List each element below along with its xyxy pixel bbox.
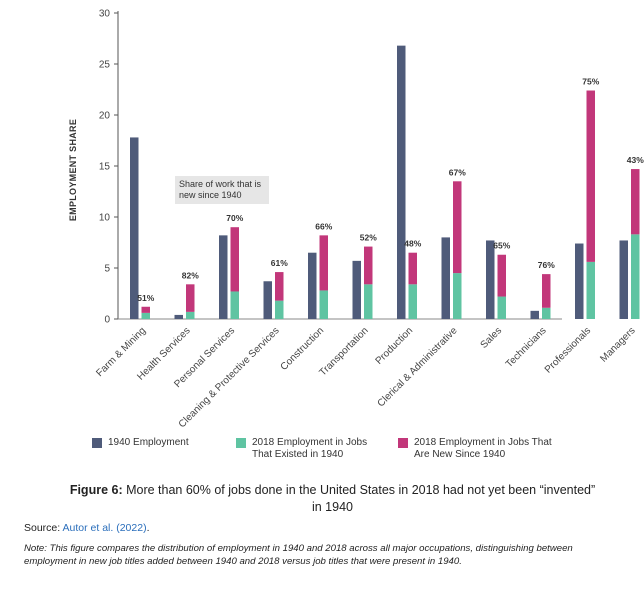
bar-2018-new (364, 246, 373, 285)
caption-line2: in 1940 (311, 500, 353, 514)
bar-2018-existed (141, 312, 150, 319)
data-label-new-share: 75% (582, 77, 599, 87)
bar-2018-new (497, 254, 506, 297)
bar-1940 (174, 314, 183, 319)
x-tick-label: Clerical & Administrative (376, 325, 460, 409)
bar-2018-existed (319, 290, 328, 319)
figure-label: Figure 6: (69, 483, 123, 497)
x-tick-label: Technicians (504, 325, 549, 370)
bar-2018-existed (542, 307, 551, 319)
data-labels: 51% 82% 70% 61% 66% 52% 48% 67% 65% 76% 75% 43% (137, 77, 644, 303)
bar-2018-new (186, 284, 195, 312)
bar-1940 (263, 281, 272, 319)
x-tick-label: Cleaning & Protective Services (177, 325, 282, 430)
legend-swatch-1940 (92, 438, 102, 448)
bar-2018-new (453, 181, 462, 274)
legend-label-existed-line1: 2018 Employment in Jobs (252, 437, 368, 448)
legend: 1940 Employment 2018 Employment in Jobs … (0, 437, 644, 471)
bar-1940 (575, 243, 584, 319)
employment-share-chart: EMPLOYMENT SHARE 0 5 10 15 20 25 30 51% 82% 70% 6… (68, 9, 644, 431)
source-prefix: Source: (24, 522, 63, 534)
data-label-new-share: 70% (226, 213, 243, 223)
bar-2018-existed (230, 291, 239, 319)
bar-1940 (486, 240, 495, 319)
bar-2018-new (319, 235, 328, 291)
data-label-new-share: 76% (538, 260, 555, 270)
x-tick-label: Professionals (543, 325, 593, 375)
annotation-box: Share of work that is new since 1940 (175, 176, 269, 204)
bar-1940 (441, 237, 450, 319)
bar-2018-new (230, 227, 239, 292)
figure-note: Note: This figure compares the distribut… (24, 543, 573, 567)
bar-2018-new (631, 169, 640, 235)
bars (130, 45, 640, 319)
data-label-new-share: 65% (493, 241, 510, 251)
y-tick-label: 25 (99, 60, 111, 71)
data-label-new-share: 51% (137, 293, 154, 303)
bar-2018-existed (364, 284, 373, 319)
bar-1940 (219, 235, 228, 319)
legend-label-new: 2018 Employment in Jobs That Are New Sin… (414, 437, 552, 461)
x-tick-label: Sales (479, 325, 504, 350)
data-label-new-share: 52% (360, 233, 377, 243)
y-tick-label: 10 (99, 213, 111, 224)
bar-1940 (352, 260, 361, 319)
legend-item-new: 2018 Employment in Jobs That Are New Sin… (398, 437, 552, 461)
y-tick-label: 0 (104, 315, 110, 326)
legend-label-existed: 2018 Employment in Jobs That Existed in … (252, 437, 367, 461)
bar-2018-existed (453, 273, 462, 319)
bar-1940 (530, 310, 539, 319)
bar-2018-new (586, 90, 595, 262)
bar-2018-existed (408, 284, 417, 319)
legend-item-1940: 1940 Employment (92, 437, 189, 449)
y-tick-label: 20 (99, 111, 111, 122)
bar-2018-new (408, 252, 417, 285)
y-axis-label: EMPLOYMENT SHARE (68, 119, 78, 221)
data-label-new-share: 67% (449, 167, 466, 177)
legend-label-new-line1: 2018 Employment in Jobs That (414, 437, 552, 448)
data-label-new-share: 43% (627, 155, 644, 165)
bar-1940 (308, 252, 317, 319)
y-tick-label: 15 (99, 162, 111, 173)
bar-2018-existed (586, 261, 595, 319)
legend-swatch-new (398, 438, 408, 448)
source-suffix: . (146, 522, 150, 534)
bar-2018-existed (275, 300, 284, 319)
data-label-new-share: 48% (404, 239, 421, 249)
y-tick-label: 30 (99, 9, 111, 20)
y-tick-label: 5 (104, 264, 110, 275)
legend-label-1940: 1940 Employment (108, 437, 189, 448)
source-link[interactable]: Autor et al. (2022) (62, 522, 147, 534)
bar-1940 (619, 240, 628, 319)
legend-item-existed: 2018 Employment in Jobs That Existed in … (236, 437, 367, 461)
x-tick-label: Managers (598, 325, 637, 364)
bar-2018-existed (186, 311, 195, 319)
x-tick-label: Construction (279, 325, 326, 372)
bar-2018-existed (631, 234, 640, 319)
source-line: Source: Autor et al. (2022). (24, 522, 150, 534)
figure-caption: Figure 6: More than 60% of jobs done in … (60, 482, 605, 516)
data-label-new-share: 61% (271, 258, 288, 268)
bar-2018-new (275, 272, 284, 301)
bar-2018-existed (497, 296, 506, 319)
data-label-new-share: 82% (182, 270, 199, 280)
data-label-new-share: 66% (315, 221, 332, 231)
legend-swatch-existed (236, 438, 246, 448)
bar-2018-new (141, 306, 150, 313)
legend-label-existed-line2: That Existed in 1940 (252, 449, 344, 460)
bar-1940 (397, 45, 406, 319)
legend-label-new-line2: Are New Since 1940 (414, 449, 506, 460)
bar-1940 (130, 137, 139, 319)
x-tick-label: Production (374, 325, 416, 367)
caption-line1: More than 60% of jobs done in the United… (122, 483, 596, 497)
bar-2018-new (542, 274, 551, 308)
